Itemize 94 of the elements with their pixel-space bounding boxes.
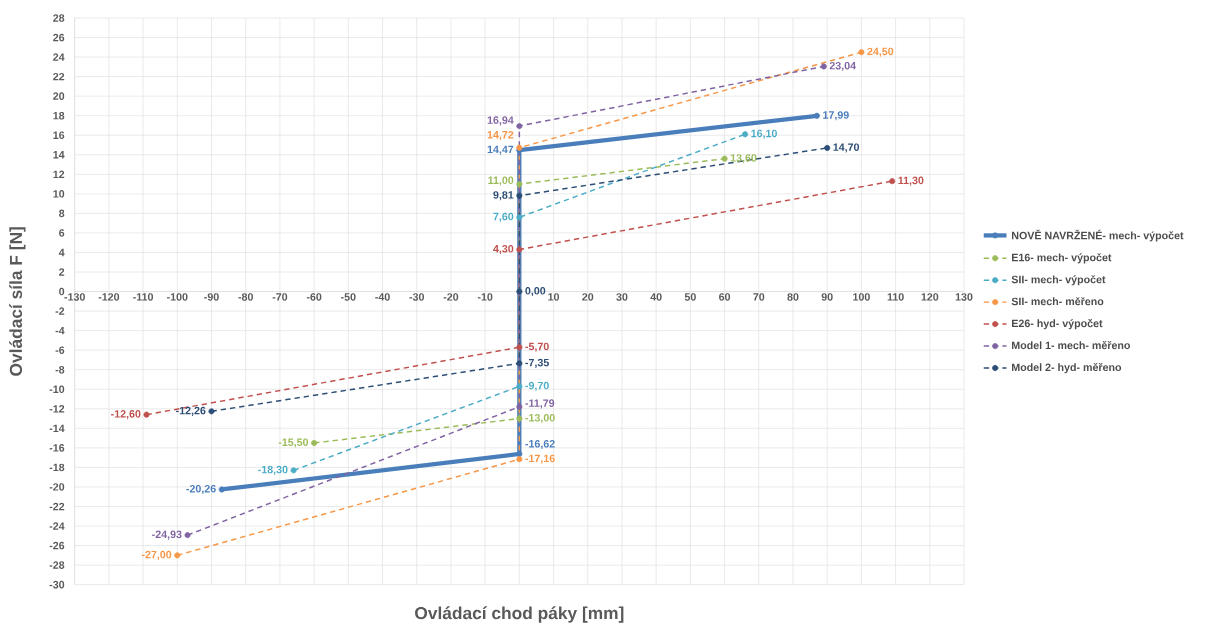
x-tick-label: -130 [64,293,85,301]
x-tick-label: 60 [719,293,731,301]
y-tick-label: -12 [49,405,65,413]
x-tick-label: -10 [477,293,493,301]
y-tick-label: -4 [55,326,65,335]
legend-label: Model 2- hyd- měřeno [1012,363,1122,374]
data-label: 11,00 [488,176,514,186]
x-tick-label: 120 [921,293,939,301]
data-label: -24,93 [152,530,182,540]
data-label: -13,00 [525,414,555,424]
data-label: 24,50 [867,47,894,57]
y-tick-label: -2 [55,307,65,315]
legend-label: NOVĚ NAVRŽENÉ- mech- výpočet [1012,229,1184,242]
y-tick-label: -30 [49,580,65,589]
data-label: -15,50 [278,438,309,448]
x-tick-label: 70 [753,293,765,301]
data-label: -12,60 [111,410,141,420]
y-tick-label: -22 [49,502,65,511]
legend-label: Model 1- mech- měřeno [1012,341,1131,350]
y-tick-label: 22 [53,72,65,81]
y-tick-label: 28 [53,14,65,22]
y-tick-label: -28 [49,561,65,569]
y-tick-label: 16 [53,131,65,139]
x-tick-label: 50 [684,293,696,301]
data-label: -7,35 [525,358,549,368]
data-label: 9,81 [493,191,514,201]
data-label: -16,62 [525,440,555,450]
data-label: 11,30 [898,176,924,186]
y-tick-label: -26 [49,541,65,550]
y-tick-label: 20 [53,92,65,100]
data-label: 23,04 [829,61,856,71]
y-tick-label: -10 [49,385,65,394]
data-label: -20,26 [186,484,216,495]
legend-label: E26- hyd- výpočet [1012,319,1103,330]
x-tick-label: -30 [409,293,424,301]
data-label: 0,00 [525,287,546,297]
x-tick-label: -120 [98,293,120,301]
data-label: 14,72 [487,130,514,141]
x-tick-label: 90 [821,293,833,301]
x-tick-label: -20 [443,293,459,301]
data-label: -17,16 [525,454,555,464]
legend-label: E16- mech- výpočet [1012,253,1112,264]
legend-label: SII- mech- měřeno [1011,297,1104,306]
x-tick-label: 10 [548,293,560,301]
y-tick-label: -24 [49,522,65,530]
y-tick-label: 6 [59,229,65,237]
data-label: 16,10 [751,129,777,139]
x-tick-label: -100 [167,293,188,301]
x-tick-label: 40 [650,293,662,301]
x-tick-label: -50 [341,293,356,301]
x-tick-label: 110 [887,293,904,301]
y-axis-title: Ovládací síla F [N] [9,227,26,376]
x-tick-label: -40 [375,293,390,301]
data-label: 17,99 [823,111,849,121]
data-label: 14,70 [833,143,860,153]
y-tick-label: -14 [49,424,65,432]
data-label: 16,94 [487,116,514,126]
y-tick-label: 14 [53,151,65,159]
x-tick-label: -110 [133,293,154,301]
x-tick-label: 30 [616,293,628,301]
y-tick-label: -6 [55,346,65,354]
x-tick-label: -70 [272,293,288,301]
data-label: 13,60 [730,154,757,164]
x-tick-label: 80 [787,293,799,301]
y-tick-label: -20 [49,483,65,491]
data-label: -12,26 [176,406,206,416]
y-tick-label: 18 [53,111,65,120]
x-tick-label: -90 [204,293,219,301]
y-tick-label: 8 [59,209,65,218]
y-tick-label: 24 [53,53,65,61]
data-label: 7,60 [493,212,514,222]
y-tick-label: 0 [59,287,65,296]
y-tick-label: 10 [53,190,65,198]
y-tick-label: 2 [59,268,65,276]
y-tick-label: -16 [49,444,65,452]
x-tick-label: 20 [582,293,594,301]
data-label: -27,00 [141,550,172,560]
x-tick-label: 100 [853,293,870,301]
x-tick-label: 130 [955,293,973,301]
data-label: -11,79 [525,399,555,409]
data-label: -9,70 [525,381,549,391]
legend-label: SII- mech- výpočet [1011,275,1106,286]
y-tick-label: -8 [55,365,65,374]
x-axis-title: Ovládací chod páky [mm] [415,606,624,623]
y-tick-label: -18 [49,463,65,472]
data-label: -18,30 [258,465,288,475]
y-tick-label: 12 [53,170,65,179]
y-tick-label: 26 [53,33,65,42]
data-label: -5,70 [525,342,549,352]
data-label: 14,47 [487,145,514,155]
data-label: 4,30 [493,244,514,255]
x-tick-label: -60 [306,293,322,301]
x-tick-label: -80 [238,293,253,301]
y-tick-label: 4 [58,248,65,257]
